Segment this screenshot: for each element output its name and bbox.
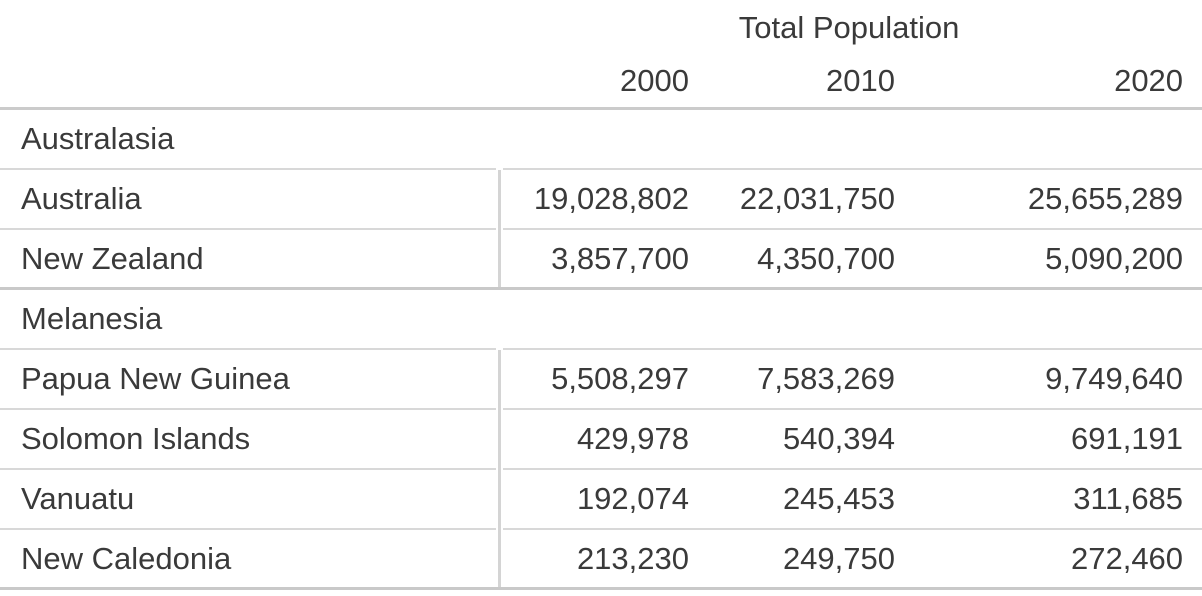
value-papua-new-guinea-2000: 5,508,297 [503, 350, 703, 410]
group-row-empty-cells [503, 290, 1202, 350]
year-header-2000: 2000 [503, 55, 703, 110]
column-divider [496, 290, 503, 350]
group-row-melanesia: Melanesia [0, 290, 1202, 350]
title-row-spacer [0, 0, 496, 55]
value-australia-2010: 22,031,750 [703, 170, 909, 230]
table-title-row: Total Population [0, 0, 1202, 55]
value-papua-new-guinea-2020: 9,749,640 [909, 350, 1202, 410]
column-divider [496, 410, 503, 470]
year-row-spacer [0, 55, 496, 110]
column-divider [496, 230, 503, 290]
group-header-melanesia: Melanesia [0, 290, 496, 350]
value-solomon-islands-2010: 540,394 [703, 410, 909, 470]
table-row-new-caledonia: New Caledonia 213,230 249,750 272,460 [0, 530, 1202, 590]
row-label-australia: Australia [0, 170, 496, 230]
column-divider [496, 55, 503, 110]
value-vanuatu-2010: 245,453 [703, 470, 909, 530]
table-row-new-zealand: New Zealand 3,857,700 4,350,700 5,090,20… [0, 230, 1202, 290]
value-australia-2000: 19,028,802 [503, 170, 703, 230]
table-title: Total Population [738, 9, 960, 45]
year-header-row: 2000 2010 2020 [0, 55, 1202, 110]
value-solomon-islands-2000: 429,978 [503, 410, 703, 470]
row-label-new-caledonia: New Caledonia [0, 530, 496, 590]
column-divider [496, 530, 503, 590]
value-australia-2020: 25,655,289 [909, 170, 1202, 230]
value-vanuatu-2000: 192,074 [503, 470, 703, 530]
column-divider [496, 470, 503, 530]
year-header-2010: 2010 [703, 55, 909, 110]
row-label-vanuatu: Vanuatu [0, 470, 496, 530]
table-row-solomon-islands: Solomon Islands 429,978 540,394 691,191 [0, 410, 1202, 470]
column-divider [496, 170, 503, 230]
column-divider [496, 110, 503, 170]
value-papua-new-guinea-2010: 7,583,269 [703, 350, 909, 410]
value-solomon-islands-2020: 691,191 [909, 410, 1202, 470]
value-new-zealand-2000: 3,857,700 [503, 230, 703, 290]
row-label-new-zealand: New Zealand [0, 230, 496, 290]
group-header-australasia: Australasia [0, 110, 496, 170]
group-row-australasia: Australasia [0, 110, 1202, 170]
table-row-papua-new-guinea: Papua New Guinea 5,508,297 7,583,269 9,7… [0, 350, 1202, 410]
value-vanuatu-2020: 311,685 [909, 470, 1202, 530]
value-new-zealand-2010: 4,350,700 [703, 230, 909, 290]
value-new-caledonia-2020: 272,460 [909, 530, 1202, 590]
column-divider [496, 350, 503, 410]
group-row-empty-cells [503, 110, 1202, 170]
year-header-2020: 2020 [909, 55, 1202, 110]
value-new-zealand-2020: 5,090,200 [909, 230, 1202, 290]
table-row-australia: Australia 19,028,802 22,031,750 25,655,2… [0, 170, 1202, 230]
table-row-vanuatu: Vanuatu 192,074 245,453 311,685 [0, 470, 1202, 530]
value-new-caledonia-2000: 213,230 [503, 530, 703, 590]
value-new-caledonia-2010: 249,750 [703, 530, 909, 590]
row-label-solomon-islands: Solomon Islands [0, 410, 496, 470]
row-label-papua-new-guinea: Papua New Guinea [0, 350, 496, 410]
